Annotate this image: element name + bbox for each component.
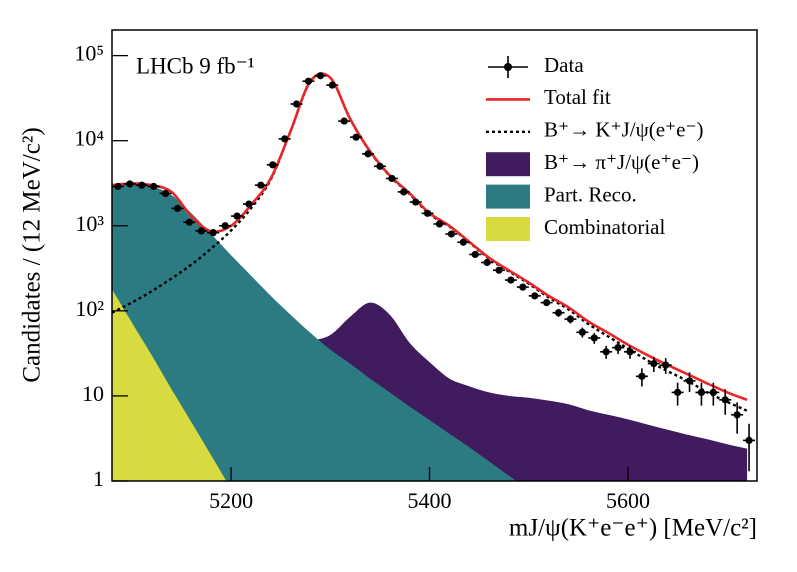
data-point (590, 334, 598, 342)
data-point (269, 161, 277, 169)
data-point (733, 411, 741, 419)
plot-frame (111, 29, 758, 482)
data-point (352, 133, 360, 141)
y-axis-label: Candidates / (12 MeV/c²) (19, 127, 46, 382)
data-point (412, 198, 420, 206)
data-point (376, 162, 384, 170)
data-point (364, 150, 372, 158)
data-point (150, 182, 158, 191)
data-point (495, 266, 503, 274)
data-point (126, 180, 134, 188)
legend-label: Total fit (544, 85, 611, 109)
data-point (531, 292, 539, 300)
legend-label: B⁺→ π⁺J/ψ(e⁺e⁻) (544, 150, 699, 174)
data-point (745, 436, 753, 445)
legend-label: Combinatorial (544, 215, 665, 239)
data-point (650, 359, 658, 368)
data-point (138, 181, 146, 189)
legend-symbol (486, 184, 530, 209)
data-point (185, 218, 193, 226)
data-point (566, 315, 575, 323)
legend-entry: Data (488, 53, 584, 78)
legend-entry: B⁺→ π⁺J/ψ(e⁺e⁻) (486, 150, 699, 177)
x-tick-label: 5400 (408, 488, 452, 513)
data-point (459, 238, 467, 246)
data-point (173, 204, 182, 213)
legend-entry: Part. Reco. (486, 182, 637, 209)
legend-label: Part. Reco. (544, 182, 637, 206)
y-tick-label: 10⁴ (74, 126, 104, 151)
data-point (114, 182, 122, 191)
data-point (697, 388, 706, 397)
data-point (721, 396, 729, 404)
data-point (543, 298, 551, 307)
x-tick-label: 5200 (209, 488, 253, 513)
y-tick-label: 10 (82, 381, 104, 406)
data-point (674, 388, 682, 397)
data-point (602, 348, 610, 356)
x-tick-label: 5600 (606, 488, 650, 513)
data-point (340, 117, 348, 125)
data-point (197, 227, 205, 235)
data-point (626, 348, 634, 356)
data-point (328, 81, 336, 89)
data-point (161, 189, 170, 198)
legend-entry: B⁺→ K⁺J/ψ(e⁺e⁻) (486, 118, 704, 142)
data-point (435, 220, 444, 228)
data-point (447, 230, 455, 238)
data-points (111, 72, 756, 472)
data-point (292, 100, 301, 108)
data-point (471, 250, 479, 259)
data-point (281, 135, 289, 143)
legend-label: B⁺→ K⁺J/ψ(e⁺e⁻) (544, 118, 704, 142)
annotation: LHCb 9 fb⁻¹ (136, 53, 255, 78)
legend-entry: Combinatorial (486, 215, 665, 241)
plot-area (112, 183, 748, 481)
data-point (709, 388, 717, 397)
data-point (662, 361, 670, 369)
data-point (388, 174, 396, 183)
data-point (233, 212, 241, 220)
area (112, 289, 227, 481)
legend-entry: Total fit (486, 85, 611, 109)
data-point (304, 77, 313, 85)
y-tick-label: 1 (93, 466, 104, 491)
data-point (221, 222, 229, 230)
legend-label: Data (544, 53, 584, 77)
x-axis-label: mJ/ψ(K⁺e⁻e⁺) [MeV/c²] (509, 515, 757, 542)
data-point (245, 200, 253, 208)
data-point (257, 181, 265, 189)
y-tick-label: 10³ (75, 211, 104, 236)
legend-symbol (504, 63, 512, 71)
data-point (316, 72, 324, 80)
area (112, 183, 517, 481)
legend-symbol (486, 217, 530, 241)
data-point (400, 188, 408, 196)
legend-symbol (486, 152, 530, 177)
data-point (507, 276, 515, 284)
data-point (554, 309, 563, 317)
y-tick-label: 10⁵ (74, 41, 104, 66)
data-point (578, 328, 586, 336)
data-point (209, 229, 217, 237)
y-tick-label: 10² (75, 296, 104, 321)
data-point (638, 372, 646, 380)
data-point (423, 209, 432, 217)
data-point (519, 283, 527, 291)
data-point (685, 377, 694, 385)
data-point (614, 343, 622, 352)
data-point (483, 258, 491, 267)
